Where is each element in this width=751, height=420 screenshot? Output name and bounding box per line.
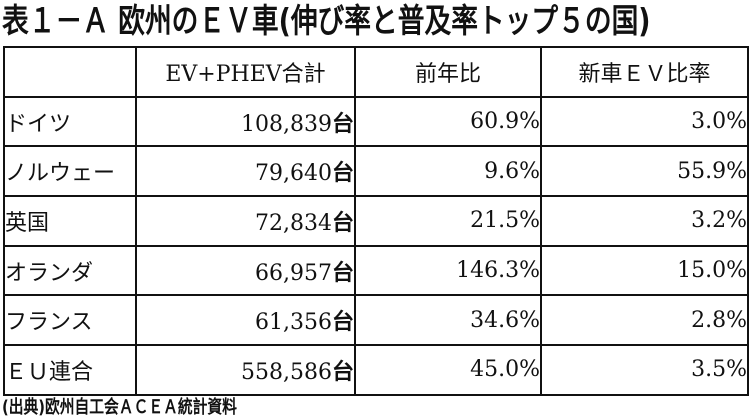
ev-total-unit: 台 — [331, 310, 354, 336]
ev-total-cell: 79,640台 — [135, 145, 356, 198]
yoy-cell: 21.5% — [354, 195, 542, 247]
ev-total-value: 72,834 — [255, 210, 332, 236]
yoy-cell: 9.6% — [354, 145, 542, 198]
header-country — [3, 46, 137, 98]
ev-total-unit: 台 — [331, 359, 354, 385]
ev-share-cell: 15.0% — [540, 244, 749, 297]
country-cell: ノルウェー — [3, 145, 137, 198]
ev-total-cell: 61,356台 — [135, 294, 356, 347]
yoy-cell: 146.3% — [354, 244, 542, 297]
table-title: 表１－Ａ 欧州のＥＶ車(伸び率と普及率トップ５の国) — [2, 1, 651, 40]
ev-share-cell: 2.8% — [540, 294, 749, 347]
country-cell: ドイツ — [3, 95, 137, 148]
yoy-cell: 60.9% — [354, 95, 542, 148]
table-row: ドイツ 108,839台 60.9% 3.0% — [3, 95, 749, 148]
yoy-cell: 34.6% — [354, 294, 542, 347]
ev-share-cell: 3.2% — [540, 195, 749, 247]
source-note: (出典)欧州自工会ＡＣＥＡ統計資料 — [2, 397, 237, 418]
header-ev-phev-total: EV+PHEV合計 — [135, 46, 356, 98]
ev-total-value: 108,839 — [241, 111, 332, 137]
ev-total-cell: 72,834台 — [135, 195, 356, 247]
ev-total-unit: 台 — [331, 260, 354, 286]
ev-total-cell: 108,839台 — [135, 95, 356, 148]
country-cell: ＥＵ連合 — [3, 344, 137, 396]
table-row: 英国 72,834台 21.5% 3.2% — [3, 195, 749, 247]
ev-total-value: 61,356 — [255, 310, 332, 336]
ev-total-unit: 台 — [331, 210, 354, 236]
ev-total-value: 558,586 — [241, 359, 332, 385]
table-row: ノルウェー 79,640台 9.6% 55.9% — [3, 145, 749, 198]
ev-share-cell: 55.9% — [540, 145, 749, 198]
ev-total-unit: 台 — [331, 161, 354, 187]
ev-total-cell: 66,957台 — [135, 244, 356, 297]
ev-share-cell: 3.0% — [540, 95, 749, 148]
country-cell: フランス — [3, 294, 137, 347]
ev-total-value: 79,640 — [255, 161, 332, 187]
ev-table: EV+PHEV合計 前年比 新車ＥＶ比率 ドイツ 108,839台 60.9% 3.0… — [3, 46, 749, 396]
table-row: フランス 61,356台 34.6% 2.8% — [3, 294, 749, 347]
country-cell: オランダ — [3, 244, 137, 297]
table-row: ＥＵ連合 558,586台 45.0% 3.5% — [3, 344, 749, 396]
header-row: EV+PHEV合計 前年比 新車ＥＶ比率 — [3, 46, 749, 98]
ev-share-cell: 3.5% — [540, 344, 749, 396]
yoy-cell: 45.0% — [354, 344, 542, 396]
country-cell: 英国 — [3, 195, 137, 247]
table-row: オランダ 66,957台 146.3% 15.0% — [3, 244, 749, 297]
ev-total-unit: 台 — [331, 111, 354, 137]
header-ev-share: 新車ＥＶ比率 — [540, 46, 749, 98]
ev-total-cell: 558,586台 — [135, 344, 356, 396]
ev-total-value: 66,957 — [255, 260, 332, 286]
header-yoy: 前年比 — [354, 46, 542, 98]
